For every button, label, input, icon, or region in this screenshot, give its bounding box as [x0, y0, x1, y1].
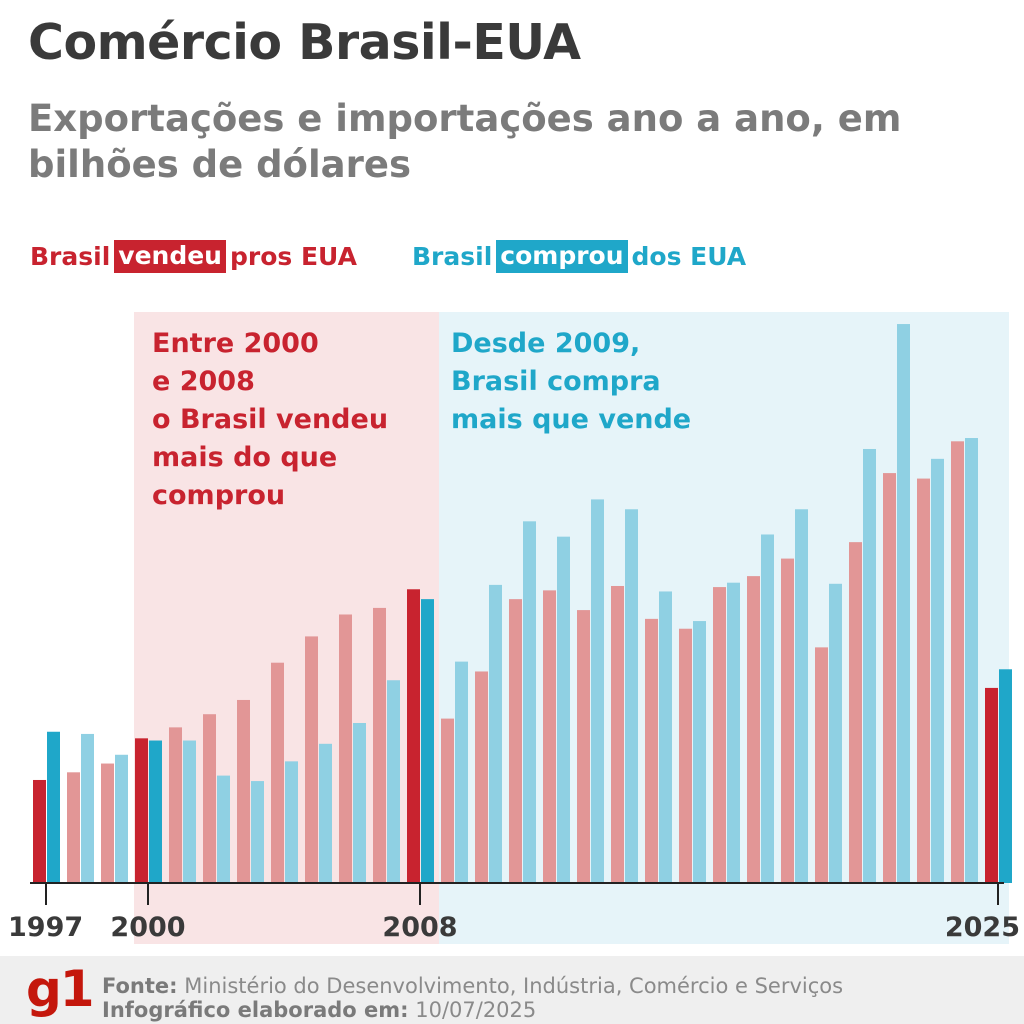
source-line: Fonte: Ministério do Desenvolvimento, In… [102, 974, 843, 998]
legend-sold-highlight: vendeu [114, 240, 226, 273]
bar-sold-2015 [645, 618, 658, 883]
bar-bought-2000 [149, 740, 162, 883]
annotation-2000-2008-line: Entre 2000 [152, 328, 319, 359]
bar-sold-2000 [135, 738, 148, 883]
bar-sold-1998 [67, 772, 80, 883]
bar-bought-1998 [81, 733, 94, 883]
source-text: Ministério do Desenvolvimento, Indústria… [184, 974, 844, 998]
bar-bought-2018 [761, 534, 774, 883]
bar-bought-2001 [183, 740, 196, 883]
annotation-2000-2008-line: o Brasil vendeu [152, 404, 388, 435]
bar-bought-2002 [217, 775, 230, 883]
trade-bar-chart: Entre 2000 e 2008 o Brasil vendeu mais do q… [8, 312, 1020, 944]
bar-bought-2008 [421, 599, 434, 883]
annotation-2000-2008-line: comprou [152, 480, 285, 511]
bar-sold-2013 [577, 610, 590, 883]
bar-sold-2021 [849, 542, 862, 883]
bar-sold-2007 [373, 607, 386, 883]
bar-bought-1997 [47, 731, 60, 883]
bar-sold-2006 [339, 614, 352, 883]
bar-bought-2012 [557, 536, 570, 883]
legend-sold: Brasil vendeu pros EUA [30, 240, 357, 273]
bar-sold-1997 [33, 779, 46, 883]
bar-bought-2019 [795, 509, 808, 883]
legend-bought-pre: Brasil [412, 242, 493, 271]
legend-sold-post: pros EUA [229, 242, 357, 271]
bar-sold-2002 [203, 714, 216, 883]
bar-sold-2009 [441, 718, 454, 883]
x-tick-label: 2025 [945, 912, 1020, 943]
source-label: Fonte: [102, 974, 178, 998]
bar-sold-2019 [781, 558, 794, 883]
bar-sold-2008 [407, 589, 420, 883]
bar-sold-2024 [951, 441, 964, 883]
bar-bought-2022 [897, 324, 910, 883]
bar-bought-2014 [625, 509, 638, 883]
bar-bought-2024 [965, 438, 978, 883]
bar-bought-2016 [693, 621, 706, 883]
bar-sold-1999 [101, 763, 114, 883]
bar-bought-2025 [999, 669, 1012, 883]
bar-bought-2003 [251, 781, 264, 883]
annotation-2009-2025-line: Desde 2009, [451, 328, 640, 359]
bar-sold-2025 [985, 687, 998, 883]
bar-sold-2012 [543, 590, 556, 883]
bar-bought-2007 [387, 680, 400, 883]
x-tick-label: 1997 [8, 912, 83, 943]
bar-sold-2010 [475, 671, 488, 883]
bar-bought-2009 [455, 661, 468, 883]
legend-bought-post: dos EUA [631, 242, 747, 271]
legend-bought: Brasil comprou dos EUA [412, 240, 746, 273]
legend-sold-pre: Brasil [30, 242, 111, 271]
footer: g1 Fonte: Ministério do Desenvolvimento,… [0, 956, 1024, 1024]
bar-bought-2023 [931, 458, 944, 883]
bar-bought-2011 [523, 521, 536, 883]
annotation-2009-2025-line: Brasil compra [451, 366, 661, 397]
annotation-2009-2025-line: mais que vende [451, 404, 691, 435]
bar-bought-2015 [659, 591, 672, 883]
bar-sold-2023 [917, 478, 930, 883]
date-label: Infográfico elaborado em: [102, 998, 409, 1022]
annotation-2000-2008-line: e 2008 [152, 366, 255, 397]
bar-bought-2013 [591, 499, 604, 883]
bar-bought-2010 [489, 584, 502, 883]
bar-sold-2003 [237, 699, 250, 883]
bar-bought-2005 [319, 743, 332, 883]
date-text: 10/07/2025 [415, 998, 537, 1022]
bar-sold-2011 [509, 599, 522, 883]
bar-sold-2001 [169, 727, 182, 883]
bar-bought-2021 [863, 448, 876, 883]
x-tick-label: 2008 [382, 912, 457, 943]
x-tick-label: 2000 [110, 912, 185, 943]
page-title: Comércio Brasil-EUA [28, 14, 581, 71]
annotation-2000-2008-line: mais do que [152, 442, 337, 473]
bar-bought-2006 [353, 722, 366, 883]
bar-sold-2004 [271, 662, 284, 883]
bar-sold-2017 [713, 587, 726, 883]
bar-sold-2014 [611, 585, 624, 883]
bar-bought-2004 [285, 761, 298, 883]
bar-bought-1999 [115, 754, 128, 883]
bar-bought-2017 [727, 582, 740, 883]
bar-sold-2020 [815, 647, 828, 883]
bar-bought-2020 [829, 583, 842, 883]
bar-sold-2018 [747, 576, 760, 883]
g1-logo: g1 [26, 960, 95, 1018]
bar-sold-2022 [883, 473, 896, 883]
bar-sold-2005 [305, 636, 318, 883]
date-line: Infográfico elaborado em: 10/07/2025 [102, 998, 536, 1022]
page-subtitle: Exportações e importações ano a ano, em … [28, 97, 902, 186]
legend-bought-highlight: comprou [496, 240, 628, 273]
bar-sold-2016 [679, 628, 692, 883]
